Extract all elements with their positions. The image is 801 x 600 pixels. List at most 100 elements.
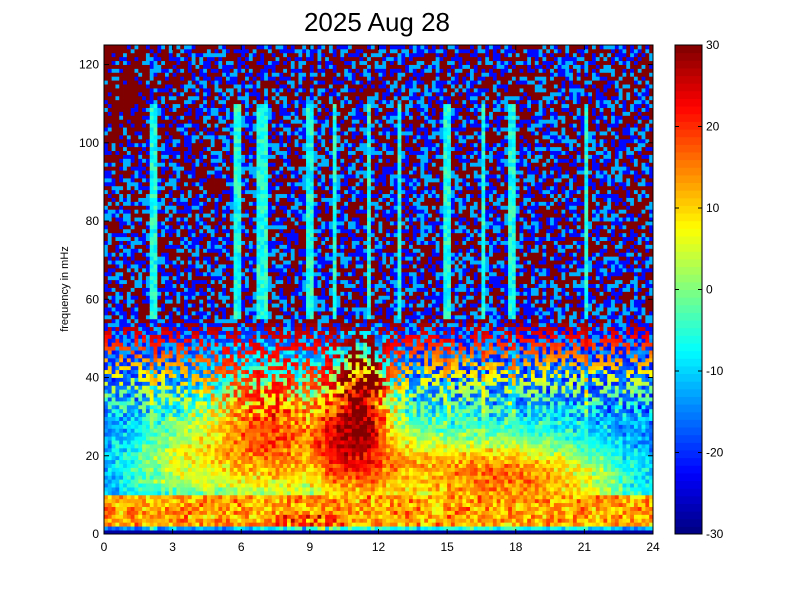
heatmap-cell [149, 115, 154, 120]
heatmap-cell [226, 475, 231, 480]
heatmap-cell [115, 56, 120, 62]
heatmap-cell [165, 60, 170, 65]
heatmap-cell [191, 189, 196, 195]
heatmap-cell [206, 459, 212, 464]
heatmap-cell [126, 244, 132, 249]
heatmap-cell [145, 267, 151, 273]
heatmap-cell [203, 487, 208, 492]
heatmap-cell [172, 267, 177, 273]
heatmap-cell [107, 189, 113, 195]
heatmap-cell [184, 45, 189, 50]
heatmap-cell [233, 514, 238, 519]
heatmap-cell [206, 514, 212, 519]
heatmap-cell [184, 48, 189, 54]
heatmap-cell [145, 162, 151, 167]
heatmap-cell [195, 146, 200, 152]
heatmap-cell [119, 162, 124, 167]
heatmap-cell [206, 475, 212, 480]
heatmap-cell [153, 424, 158, 429]
heatmap-cell [245, 142, 250, 148]
heatmap-cell [191, 236, 196, 241]
heatmap-cell [237, 471, 242, 476]
heatmap-cell [210, 483, 215, 488]
heatmap-cell [187, 381, 193, 386]
heatmap-cell [107, 463, 113, 468]
heatmap-cell [214, 295, 219, 300]
heatmap-cell [237, 189, 242, 195]
heatmap-cell [237, 475, 242, 480]
heatmap-cell [157, 72, 162, 77]
heatmap-cell [142, 150, 147, 155]
heatmap-cell [203, 275, 208, 281]
heatmap-cell [180, 408, 185, 414]
heatmap-cell [218, 365, 223, 371]
heatmap-cell [130, 279, 135, 285]
heatmap-cell [210, 80, 215, 85]
heatmap-cell [123, 221, 128, 226]
heatmap-cell [104, 291, 109, 296]
heatmap-cell [168, 400, 174, 406]
heatmap-cell [149, 314, 154, 320]
heatmap-cell [107, 267, 113, 273]
heatmap-cell [161, 311, 166, 316]
heatmap-cell [191, 420, 196, 425]
heatmap-cell [115, 365, 120, 371]
heatmap-cell [245, 228, 250, 234]
heatmap-cell [168, 271, 174, 277]
heatmap-cell [229, 72, 235, 77]
heatmap-cell [153, 60, 158, 65]
heatmap-cell [149, 506, 154, 511]
heatmap-cell [233, 107, 238, 112]
heatmap-cell [145, 514, 151, 519]
heatmap-cell [107, 350, 113, 355]
heatmap-cell [206, 267, 212, 273]
heatmap-cell [210, 131, 215, 136]
heatmap-cell [165, 436, 170, 441]
heatmap-cell [187, 103, 193, 108]
heatmap-cell [191, 178, 196, 183]
heatmap-cell [172, 150, 177, 155]
heatmap-cell [126, 213, 132, 218]
heatmap-cell [115, 428, 120, 433]
heatmap-cell [119, 158, 124, 163]
heatmap-cell [237, 84, 242, 89]
heatmap-cell [206, 330, 212, 335]
heatmap-cell [126, 346, 132, 351]
heatmap-cell [138, 213, 143, 218]
heatmap-cell [104, 354, 109, 359]
heatmap-cell [199, 111, 204, 116]
heatmap-cell [214, 166, 219, 171]
heatmap-cell [111, 385, 116, 390]
heatmap-cell [184, 103, 189, 108]
heatmap-cell [161, 209, 166, 214]
heatmap-cell [252, 138, 257, 144]
heatmap-cell [168, 279, 174, 285]
heatmap-cell [199, 91, 204, 97]
heatmap-cell [104, 338, 109, 343]
heatmap-cell [119, 260, 124, 265]
heatmap-cell [134, 185, 139, 191]
heatmap-cell [226, 88, 231, 93]
heatmap-cell [245, 291, 250, 296]
heatmap-cell [126, 146, 132, 152]
heatmap-cell [206, 150, 212, 155]
heatmap-cell [187, 221, 193, 226]
heatmap-cell [184, 224, 189, 230]
heatmap-cell [115, 260, 120, 265]
heatmap-cell [248, 314, 254, 320]
heatmap-cell [149, 64, 154, 69]
heatmap-cell [176, 444, 181, 449]
heatmap-cell [115, 209, 120, 214]
heatmap-cell [134, 428, 139, 433]
heatmap-cell [130, 150, 135, 155]
heatmap-cell [248, 432, 254, 437]
heatmap-cell [210, 514, 215, 519]
heatmap-cell [206, 295, 212, 300]
heatmap-cell [199, 397, 204, 402]
heatmap-cell [168, 404, 174, 410]
heatmap-cell [199, 326, 204, 331]
heatmap-cell [248, 389, 254, 394]
heatmap-cell [214, 479, 219, 484]
heatmap-cell [157, 530, 162, 535]
heatmap-cell [218, 451, 223, 457]
